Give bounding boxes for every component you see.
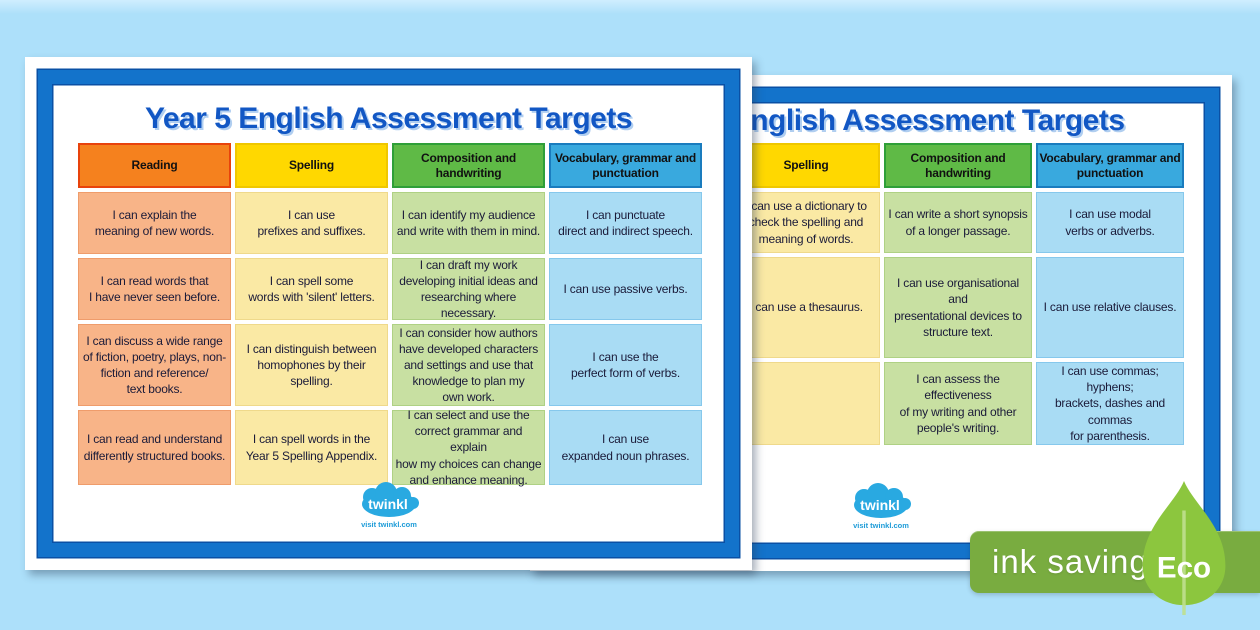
target-cell: I can read and understand differently st… xyxy=(78,410,231,485)
twinkl-brand-text: twinkl xyxy=(860,497,900,513)
target-cell: I can use commas; hyphens; brackets, das… xyxy=(1036,362,1184,445)
target-cell: I can read words that I have never seen … xyxy=(78,258,231,320)
eco-leaf-icon: Eco xyxy=(1142,480,1226,616)
poster-front: Year 5 English Assessment Targets Readin… xyxy=(25,57,752,570)
table-column: Composition and handwriting I can identif… xyxy=(392,143,545,487)
target-cell: I can punctuate direct and indirect spee… xyxy=(549,192,702,254)
target-cell: I can write a short synopsis of a longer… xyxy=(884,192,1032,253)
target-cell: I can use a thesaurus. xyxy=(732,257,880,358)
twinkl-tagline: visit twinkl.com xyxy=(853,521,909,530)
target-cell: I can explain the meaning of new words. xyxy=(78,192,231,254)
target-cell: I can use modal verbs or adverbs. xyxy=(1036,192,1184,253)
poster-title: Year 5 English Assessment Targets xyxy=(144,102,633,135)
target-cell: I can use a dictionary to check the spel… xyxy=(732,192,880,253)
target-cell: I can spell words in the Year 5 Spelling… xyxy=(235,410,388,485)
twinkl-logo: twinkl visit twinkl.com xyxy=(350,482,428,535)
target-cell xyxy=(732,362,880,445)
table-column: Composition and handwriting I can write a… xyxy=(884,143,1032,445)
target-cell: I can distinguish between homophones by … xyxy=(235,324,388,406)
table-column: Reading I can explain the meaning of new … xyxy=(78,143,231,485)
target-cell: I can use organisational and presentatio… xyxy=(884,257,1032,358)
column-header: Vocabulary, grammar and punctuation xyxy=(549,143,702,188)
target-cell: I can draft my work developing initial i… xyxy=(392,258,545,320)
target-cell: I can select and use the correct grammar… xyxy=(392,408,545,487)
ink-saving-label: ink saving xyxy=(992,543,1149,580)
poster-frame xyxy=(38,70,739,557)
column-header: Composition and handwriting xyxy=(392,143,545,188)
target-cell: I can use prefixes and suffixes. xyxy=(235,192,388,254)
twinkl-logo: twinkl visit twinkl.com xyxy=(842,483,920,536)
twinkl-cloud-icon: twinkl visit twinkl.com xyxy=(361,482,419,529)
twinkl-brand-text: twinkl xyxy=(368,496,408,512)
target-cell: I can spell some words with 'silent' let… xyxy=(235,258,388,320)
column-header: Reading xyxy=(78,143,231,188)
targets-table: Reading I can explain the meaning of new … xyxy=(78,143,702,487)
target-cell: I can identify my audience and write wit… xyxy=(392,192,545,254)
twinkl-tagline: visit twinkl.com xyxy=(361,520,417,529)
column-header: Spelling xyxy=(235,143,388,188)
target-cell: I can use the perfect form of verbs. xyxy=(549,324,702,406)
twinkl-cloud-icon: twinkl visit twinkl.com xyxy=(853,483,911,530)
target-cell: I can discuss a wide range of fiction, p… xyxy=(78,324,231,406)
target-cell: I can use relative clauses. xyxy=(1036,257,1184,358)
column-header: Vocabulary, grammar and punctuation xyxy=(1036,143,1184,188)
target-cell: I can assess the effectiveness of my wri… xyxy=(884,362,1032,445)
table-column: Vocabulary, grammar and punctuation I can… xyxy=(549,143,702,485)
table-column: Vocabulary, grammar and punctuation I can… xyxy=(1036,143,1184,445)
target-cell: I can use passive verbs. xyxy=(549,258,702,320)
table-column: Spelling I can use prefixes and suffixes.… xyxy=(235,143,388,485)
eco-label: Eco xyxy=(1157,552,1211,585)
target-cell: I can use expanded noun phrases. xyxy=(549,410,702,485)
column-header: Composition and handwriting xyxy=(884,143,1032,188)
target-cell: I can consider how authors have develope… xyxy=(392,324,545,406)
column-header: Spelling xyxy=(732,143,880,188)
